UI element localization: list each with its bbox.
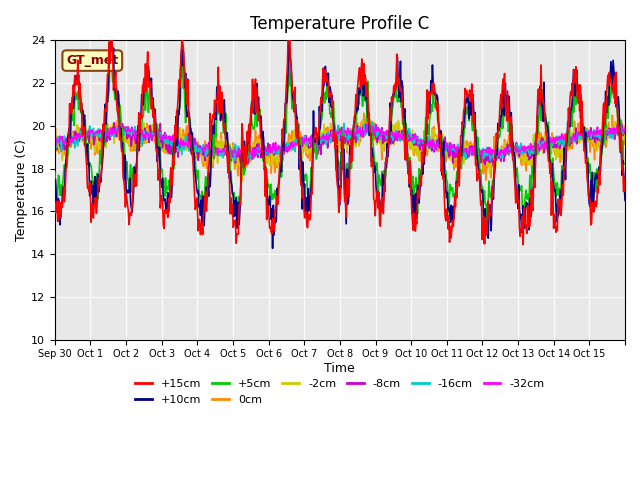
Legend: +15cm, +10cm, +5cm, 0cm, -2cm, -8cm, -16cm, -32cm: +15cm, +10cm, +5cm, 0cm, -2cm, -8cm, -16…: [131, 375, 549, 409]
Text: GT_met: GT_met: [66, 54, 118, 67]
Y-axis label: Temperature (C): Temperature (C): [15, 139, 28, 241]
Title: Temperature Profile C: Temperature Profile C: [250, 15, 429, 33]
X-axis label: Time: Time: [324, 362, 355, 375]
